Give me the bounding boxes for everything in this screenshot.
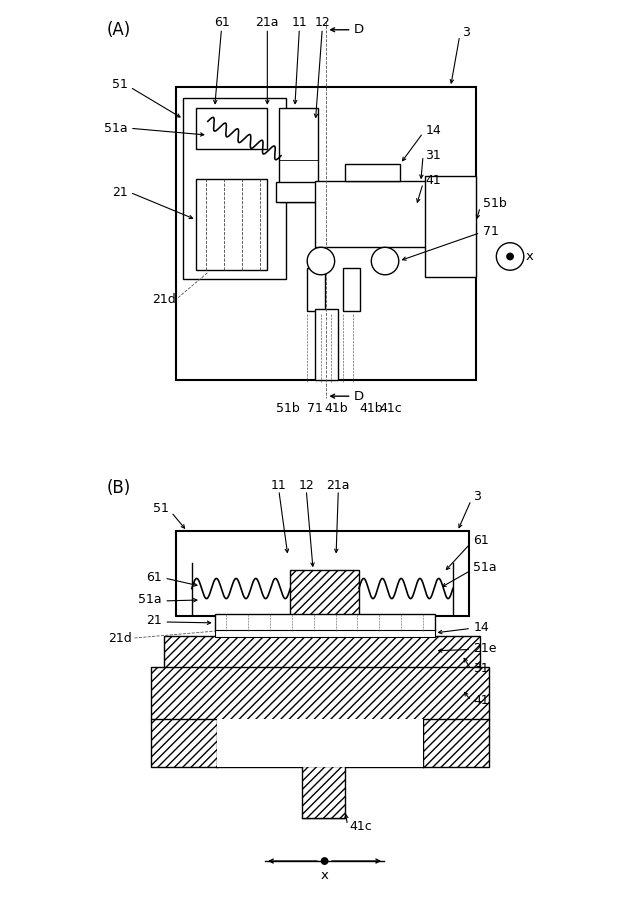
Bar bbox=[214, 630, 435, 637]
Text: 31: 31 bbox=[474, 662, 489, 675]
Text: 11: 11 bbox=[271, 479, 287, 492]
Text: 51a: 51a bbox=[104, 122, 127, 135]
Bar bbox=[276, 182, 439, 202]
Bar bbox=[176, 87, 476, 380]
Bar bbox=[301, 766, 345, 817]
Text: 21a: 21a bbox=[255, 16, 279, 29]
Text: x: x bbox=[526, 250, 534, 263]
Text: 51a: 51a bbox=[474, 562, 497, 574]
Text: 12: 12 bbox=[298, 479, 314, 492]
Text: 21a: 21a bbox=[326, 479, 350, 492]
Text: 31: 31 bbox=[426, 149, 441, 162]
Circle shape bbox=[371, 247, 399, 275]
Text: 14: 14 bbox=[474, 621, 489, 634]
Bar bbox=[150, 718, 217, 768]
Text: 41b: 41b bbox=[324, 402, 348, 415]
Text: x: x bbox=[321, 869, 328, 882]
Text: 41c: 41c bbox=[380, 402, 403, 415]
Bar bbox=[316, 181, 430, 247]
Text: 3: 3 bbox=[462, 26, 470, 38]
Text: 14: 14 bbox=[426, 124, 441, 137]
Bar bbox=[196, 107, 268, 148]
Bar bbox=[196, 179, 268, 270]
Text: 71: 71 bbox=[307, 402, 323, 415]
Text: 3: 3 bbox=[474, 490, 481, 504]
Text: 41b: 41b bbox=[359, 402, 383, 415]
Text: (B): (B) bbox=[107, 478, 131, 496]
Circle shape bbox=[497, 243, 524, 270]
Text: 21d: 21d bbox=[152, 293, 176, 307]
Bar bbox=[314, 310, 339, 380]
Text: 11: 11 bbox=[291, 16, 307, 29]
Bar bbox=[290, 570, 359, 616]
Circle shape bbox=[507, 253, 513, 260]
Text: 51b: 51b bbox=[483, 197, 506, 211]
Text: 61: 61 bbox=[147, 571, 162, 583]
Bar bbox=[345, 163, 400, 181]
Text: 21: 21 bbox=[147, 614, 162, 627]
Circle shape bbox=[307, 247, 335, 275]
Text: 51: 51 bbox=[112, 78, 127, 92]
Bar bbox=[343, 267, 360, 311]
Text: 41: 41 bbox=[474, 694, 489, 707]
Text: 21e: 21e bbox=[474, 641, 497, 655]
Text: 41: 41 bbox=[426, 174, 441, 188]
Bar bbox=[164, 636, 480, 668]
Bar bbox=[217, 718, 423, 768]
Circle shape bbox=[321, 857, 328, 865]
Bar bbox=[423, 718, 490, 768]
Bar bbox=[176, 531, 469, 616]
Text: 12: 12 bbox=[314, 16, 330, 29]
Bar bbox=[307, 267, 324, 311]
Text: 21: 21 bbox=[112, 186, 127, 199]
Text: 51b: 51b bbox=[276, 402, 300, 415]
Text: 41c: 41c bbox=[350, 820, 372, 834]
Bar bbox=[426, 176, 476, 277]
Bar bbox=[279, 108, 317, 202]
Bar bbox=[150, 667, 490, 720]
Text: 61: 61 bbox=[474, 534, 489, 547]
Text: 51: 51 bbox=[153, 502, 169, 515]
Bar bbox=[214, 614, 435, 631]
Bar bbox=[182, 99, 285, 279]
Text: D: D bbox=[354, 23, 364, 37]
Text: D: D bbox=[354, 389, 364, 403]
Text: 71: 71 bbox=[483, 224, 499, 238]
Text: 51a: 51a bbox=[138, 594, 162, 606]
Text: (A): (A) bbox=[107, 20, 131, 38]
Text: 61: 61 bbox=[214, 16, 229, 29]
Text: 21d: 21d bbox=[108, 632, 132, 646]
